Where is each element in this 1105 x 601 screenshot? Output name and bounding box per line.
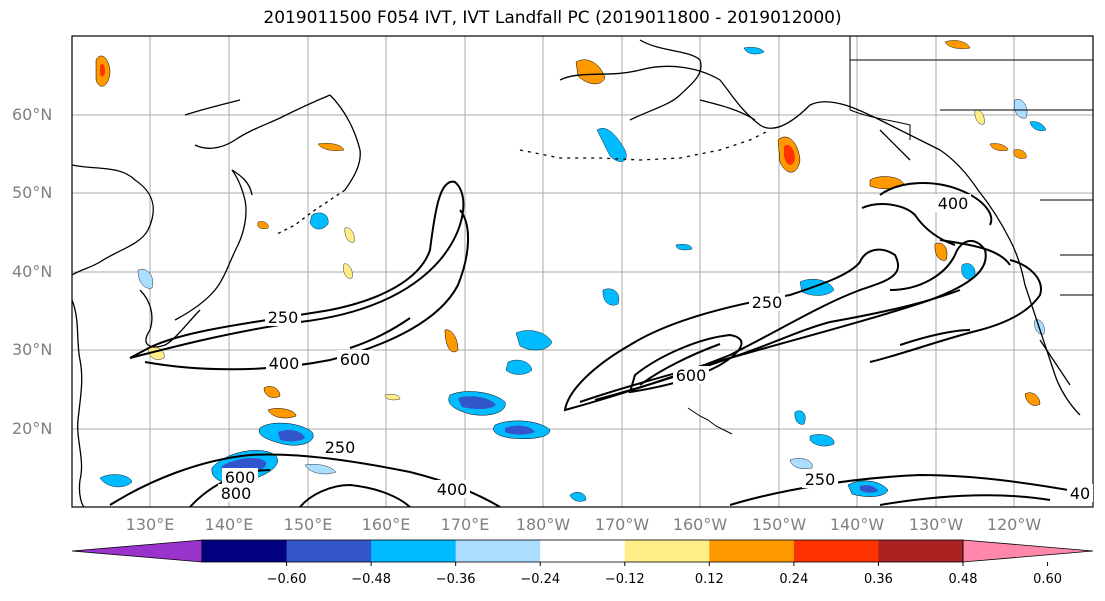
colorbar-tick-label: 0.48 [948, 572, 978, 587]
map-title: 2019011500 F054 IVT, IVT Landfall PC (20… [263, 8, 842, 28]
colorbar-tick-label: 0.24 [779, 572, 809, 587]
colorbar-tick-label: 0.36 [863, 572, 893, 587]
colorbar-segment [371, 540, 457, 562]
contour-label: 400 [437, 480, 468, 499]
latitude-label: 20°N [12, 419, 53, 438]
longitude-label: 180°W [515, 515, 571, 534]
contour-label: 250 [752, 293, 783, 312]
coastlines [72, 39, 1081, 507]
longitude-label: 150°W [751, 515, 807, 534]
colorbar-segment [540, 540, 626, 562]
longitude-label: 130°W [908, 515, 964, 534]
colorbar-extend-high [962, 539, 1094, 563]
longitude-label: 170°E [440, 515, 490, 534]
colorbar-segment [286, 540, 372, 562]
latitude-label: 40°N [12, 262, 53, 281]
longitude-label: 140°W [829, 515, 885, 534]
colorbar-segment [455, 540, 541, 562]
borders [849, 36, 1093, 296]
map-frame [71, 35, 1094, 508]
colorbar-tick-label: −0.24 [520, 572, 561, 587]
colorbar [71, 539, 1094, 566]
contour-label: 250 [325, 438, 356, 457]
longitude-label: 160°W [672, 515, 728, 534]
pc-fill-patches [95, 40, 1047, 502]
contour-label: 250 [805, 470, 836, 489]
contour-label: 600 [340, 350, 371, 369]
longitude-label: 130°E [125, 515, 175, 534]
colorbar-segment [793, 540, 879, 562]
longitude-label: 140°E [204, 515, 254, 534]
longitude-label: 170°W [594, 515, 650, 534]
contour-label: 600 [225, 468, 256, 487]
latitude-label: 50°N [12, 183, 53, 202]
longitude-label: 150°E [283, 515, 333, 534]
latitude-label: 60°N [12, 105, 53, 124]
colorbar-tick-label: −0.48 [351, 572, 392, 587]
contour-label: 40 [1070, 484, 1090, 503]
contour-label: 600 [676, 366, 707, 385]
longitude-label: 120°W [986, 515, 1042, 534]
latitude-label: 30°N [12, 340, 53, 359]
colorbar-tick-label: 0.60 [1033, 572, 1063, 587]
colorbar-tick-label: −0.12 [604, 572, 645, 587]
colorbar-segment [624, 540, 710, 562]
colorbar-tick-label: −0.60 [266, 572, 307, 587]
contour-label: 400 [938, 194, 969, 213]
contour-label: 250 [268, 308, 299, 327]
contour-label: 800 [221, 484, 252, 503]
colorbar-segment [709, 540, 795, 562]
colorbar-tick-label: 0.12 [694, 572, 724, 587]
colorbar-segment [202, 540, 288, 562]
longitude-label: 160°E [361, 515, 411, 534]
colorbar-tick-label: −0.36 [435, 572, 476, 587]
colorbar-segment [878, 540, 964, 562]
contour-label: 400 [269, 354, 300, 373]
colorbar-extend-low [71, 539, 203, 563]
